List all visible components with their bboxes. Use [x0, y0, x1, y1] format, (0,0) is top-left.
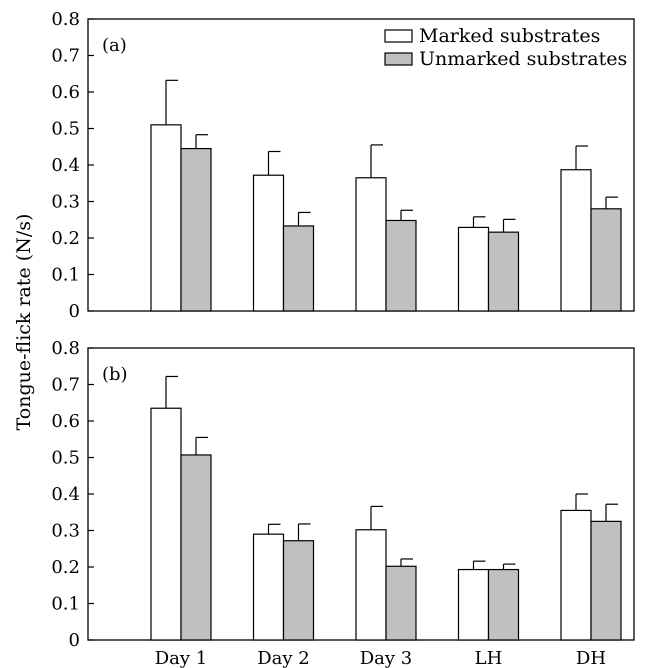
bar-marked: [560, 169, 592, 312]
bar-marked: [150, 124, 182, 312]
bar-unmarked: [590, 208, 622, 312]
panel-label: (a): [102, 35, 127, 56]
bar-unmarked: [180, 454, 212, 641]
bar-marked: [252, 174, 285, 312]
x-tick-label: Day 2: [257, 648, 310, 668]
bar-unmarked: [487, 568, 520, 641]
legend-label: Marked substrates: [419, 25, 600, 47]
panel-label: (b): [102, 364, 128, 385]
bar-marked: [150, 407, 182, 641]
x-tick-label: Day 1: [155, 648, 208, 668]
bar-marked: [252, 533, 285, 641]
y-tick-label: 0.1: [51, 594, 80, 615]
legend-swatch: [384, 29, 413, 43]
y-tick-label: 0.8: [51, 338, 80, 359]
x-tick-label: Day 3: [360, 648, 413, 668]
bar-unmarked: [385, 219, 417, 312]
bar-unmarked: [385, 565, 417, 641]
bar-marked: [457, 568, 490, 641]
bar-unmarked: [487, 231, 520, 312]
panel-a-chart: 0 0.1 0.2 0.3 0.4 0.5 0.6 0.7 0.8 (a) Marked subst…: [51, 9, 635, 322]
legend-label: Unmarked substrates: [419, 48, 627, 70]
y-tick-label: 0.2: [51, 228, 80, 249]
y-tick-label: 0.5: [51, 119, 80, 140]
bar-marked: [355, 529, 387, 641]
bar-marked: [355, 177, 387, 312]
y-tick-label: 0.7: [51, 46, 80, 67]
y-tick-label: 0.3: [51, 521, 80, 542]
y-tick-label: 0.8: [51, 9, 80, 30]
y-tick-label: 0.2: [51, 557, 80, 578]
y-tick-label: 0: [69, 301, 80, 322]
bar-unmarked: [282, 540, 315, 641]
y-tick-label: 0.4: [51, 155, 80, 176]
bar-marked: [457, 226, 490, 312]
y-tick-label: 0.5: [51, 448, 80, 469]
x-tick-label: DH: [576, 648, 606, 668]
bar-marked: [560, 509, 592, 641]
y-tick-label: 0.4: [51, 484, 80, 505]
y-tick-label: 0.6: [51, 411, 80, 432]
y-tick-label: 0.7: [51, 375, 80, 396]
legend-swatch: [384, 52, 413, 66]
bar-unmarked: [590, 520, 622, 641]
y-tick-label: 0.3: [51, 192, 80, 213]
x-tick-label: LH: [475, 648, 503, 668]
panel-b-chart: 0 0.1 0.2 0.3 0.4 0.5 0.6 0.7 0.8 Day 1 Day 2 Day 3…: [51, 338, 635, 668]
bar-unmarked: [282, 225, 315, 312]
y-tick-label: 0: [69, 630, 80, 651]
y-tick-label: 0.1: [51, 265, 80, 286]
y-axis-label: Tongue-flick rate (N/s): [13, 214, 35, 431]
bar-unmarked: [180, 147, 212, 312]
y-tick-label: 0.6: [51, 82, 80, 103]
